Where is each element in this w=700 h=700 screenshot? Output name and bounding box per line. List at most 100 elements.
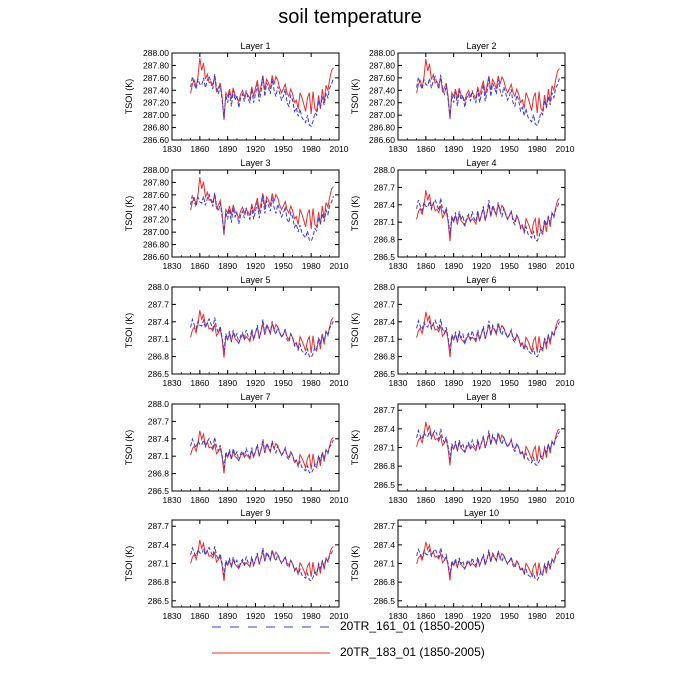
y-tick-label: 286.8 xyxy=(374,352,396,362)
series-run-183 xyxy=(190,539,334,581)
panel-title: Layer 2 xyxy=(466,41,496,51)
y-axis-label: TSOI (K) xyxy=(350,313,360,349)
y-tick-label: 287.00 xyxy=(143,227,169,237)
y-axis-label: TSOI (K) xyxy=(124,313,134,349)
legend-entry-run-183: 20TR_183_01 (1850-2005) xyxy=(212,645,502,661)
series-run-161 xyxy=(190,192,334,242)
y-tick-label: 288.0 xyxy=(374,282,396,292)
x-tick-label: 1890 xyxy=(444,144,463,154)
series-run-161 xyxy=(190,74,334,128)
y-tick-label: 286.60 xyxy=(143,135,169,145)
panel-layer-5: Layer 5 TSOI (K) 1830 1860 1890 1920 1950 1980 2… xyxy=(124,275,349,388)
panel-title: Layer 10 xyxy=(464,508,499,518)
x-tick-label: 1950 xyxy=(274,261,293,271)
y-tick-label: 287.1 xyxy=(148,559,170,569)
x-tick-label: 1920 xyxy=(472,611,491,620)
figure-title: soil temperature xyxy=(278,6,422,28)
series-run-161 xyxy=(190,437,334,475)
y-tick-label: 287.7 xyxy=(148,521,170,531)
panel-title: Layer 8 xyxy=(466,392,496,402)
x-tick-label: 1860 xyxy=(416,378,435,388)
x-tick-label: 1830 xyxy=(389,611,408,620)
x-tick-label: 1890 xyxy=(444,261,463,271)
y-tick-label: 286.5 xyxy=(148,369,170,379)
y-tick-label: 287.80 xyxy=(143,177,169,187)
x-tick-label: 1950 xyxy=(274,495,293,505)
x-tick-label: 2010 xyxy=(330,495,349,505)
panel-layer-6: Layer 6 TSOI (K) 1830 1860 1890 1920 1950 1980 2… xyxy=(350,275,575,388)
y-tick-label: 287.4 xyxy=(374,540,396,550)
y-tick-label: 288.0 xyxy=(148,399,170,409)
y-axis-label: TSOI (K) xyxy=(350,79,360,115)
y-tick-label: 286.8 xyxy=(374,577,396,587)
y-tick-label: 287.60 xyxy=(143,190,169,200)
x-tick-label: 1830 xyxy=(163,378,182,388)
x-tick-label: 1860 xyxy=(190,611,209,620)
y-tick-label: 288.0 xyxy=(148,282,170,292)
x-tick-label: 1830 xyxy=(163,144,182,154)
y-axis-label: TSOI (K) xyxy=(350,196,360,232)
y-tick-label: 288.00 xyxy=(143,165,169,175)
y-tick-label: 287.20 xyxy=(143,98,169,108)
x-tick-label: 1950 xyxy=(274,378,293,388)
x-tick-label: 1830 xyxy=(389,378,408,388)
x-tick-label: 1890 xyxy=(218,144,237,154)
y-tick-label: 287.7 xyxy=(148,416,170,426)
x-tick-label: 1980 xyxy=(528,378,547,388)
y-tick-label: 287.40 xyxy=(143,202,169,212)
y-axis-label: TSOI (K) xyxy=(350,430,360,466)
x-tick-label: 1980 xyxy=(302,495,321,505)
x-tick-label: 1860 xyxy=(416,495,435,505)
y-tick-label: 287.7 xyxy=(374,182,396,192)
x-tick-label: 1980 xyxy=(528,611,547,620)
y-tick-label: 287.1 xyxy=(148,451,170,461)
series-run-183 xyxy=(416,58,560,120)
panel-title: Layer 6 xyxy=(466,275,496,285)
y-tick-label: 287.4 xyxy=(374,424,396,434)
y-axis-label: TSOI (K) xyxy=(124,196,134,232)
y-tick-label: 288.0 xyxy=(374,165,396,175)
y-tick-label: 286.8 xyxy=(148,352,170,362)
legend-swatch-solid xyxy=(212,652,330,654)
x-tick-label: 1980 xyxy=(302,144,321,154)
y-tick-label: 286.8 xyxy=(374,461,396,471)
legend-label-run-161: 20TR_161_01 (1850-2005) xyxy=(340,619,485,633)
panel-layer-10: Layer 10 TSOI (K) 1830 1860 1890 1920 1950 1980… xyxy=(350,508,575,620)
y-tick-label: 286.5 xyxy=(374,480,396,490)
y-tick-label: 287.1 xyxy=(374,334,396,344)
x-tick-label: 1860 xyxy=(190,261,209,271)
x-tick-label: 2010 xyxy=(330,144,349,154)
y-tick-label: 287.4 xyxy=(148,540,170,550)
panel-layer-8: Layer 8 TSOI (K) 1830 1860 1890 1920 1950 1980 2… xyxy=(350,392,575,505)
series-run-183 xyxy=(190,177,334,236)
x-tick-label: 1950 xyxy=(274,144,293,154)
x-tick-label: 1890 xyxy=(444,495,463,505)
panel-layer-4: Layer 4 TSOI (K) 1830 1860 1890 1920 1950 1980 2… xyxy=(350,158,575,271)
panel-title: Layer 7 xyxy=(240,392,270,402)
plot-frame xyxy=(397,403,566,492)
x-tick-label: 1890 xyxy=(444,611,463,620)
x-tick-label: 1890 xyxy=(218,378,237,388)
x-tick-label: 1920 xyxy=(246,495,265,505)
x-tick-label: 1860 xyxy=(416,261,435,271)
y-tick-label: 287.7 xyxy=(374,299,396,309)
x-tick-label: 1860 xyxy=(190,495,209,505)
y-tick-label: 287.4 xyxy=(374,317,396,327)
legend-label-run-183: 20TR_183_01 (1850-2005) xyxy=(340,645,485,659)
y-tick-label: 286.8 xyxy=(374,235,396,245)
y-axis-label: TSOI (K) xyxy=(124,430,134,466)
x-tick-label: 1830 xyxy=(389,495,408,505)
series-run-161 xyxy=(190,546,334,582)
x-tick-label: 1890 xyxy=(218,261,237,271)
y-tick-label: 287.40 xyxy=(369,85,395,95)
x-tick-label: 2010 xyxy=(556,261,575,271)
series-run-183 xyxy=(416,421,560,466)
x-tick-label: 2010 xyxy=(330,611,349,620)
panel-title: Layer 9 xyxy=(240,508,270,518)
x-tick-label: 1860 xyxy=(190,378,209,388)
y-tick-label: 287.1 xyxy=(148,334,170,344)
x-tick-label: 1830 xyxy=(389,261,408,271)
panel-grid: Layer 1 TSOI (K) 1830 1860 1890 1920 1950 1980 2… xyxy=(124,41,575,620)
x-tick-label: 1950 xyxy=(500,495,519,505)
y-tick-label: 287.4 xyxy=(148,317,170,327)
